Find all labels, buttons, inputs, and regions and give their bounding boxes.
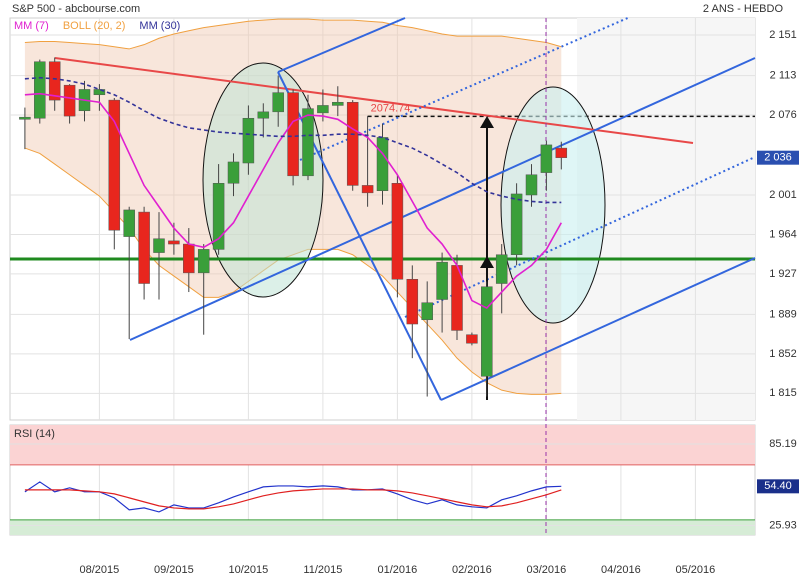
candle-body: [257, 111, 270, 119]
candle-body: [34, 61, 46, 119]
rsi-last-label: 54.40: [764, 480, 792, 492]
candle-body: [48, 61, 61, 101]
candle-body: [391, 183, 404, 280]
rsi-line: [24, 488, 562, 510]
moving-average: [24, 92, 562, 310]
candle-body: [540, 144, 553, 173]
x-tick-label: 10/2015: [229, 564, 269, 576]
candle-body: [227, 161, 240, 184]
legend-entry: MM (30): [139, 20, 180, 32]
candle-body: [123, 209, 135, 237]
candle-body: [466, 334, 478, 344]
candle-body: [168, 240, 180, 245]
rsi-last-box: [757, 479, 799, 494]
candle-body: [376, 137, 389, 191]
x-tick-label: 08/2015: [80, 564, 120, 576]
candle-body: [272, 92, 284, 113]
candle-body: [138, 211, 150, 284]
candle-body: [197, 249, 210, 274]
x-tick-label: 01/2016: [378, 564, 418, 576]
period: 2 ANS - HEBDO: [703, 3, 784, 15]
x-tick-label: 02/2016: [452, 564, 492, 576]
y-tick-label: 1 964: [769, 228, 797, 240]
overbought-zone: [10, 425, 755, 465]
y-tick-label: 25.93: [769, 519, 797, 531]
x-tick-label: 04/2016: [601, 564, 641, 576]
candle-body: [421, 302, 433, 321]
y-tick-label: 1 815: [769, 387, 797, 399]
last-price-label: 2 036: [764, 152, 792, 164]
y-tick-label: 2 001: [769, 189, 797, 201]
candle-body: [436, 261, 448, 300]
y-tick-label: 85.19: [769, 438, 797, 450]
legend-entry: MM (7): [14, 20, 49, 32]
moving-average: [24, 76, 562, 204]
oversold-zone: [10, 519, 755, 535]
bollinger-upper: [24, 18, 562, 50]
candle-body: [361, 185, 374, 194]
candle-body: [212, 183, 225, 250]
candle-body: [481, 286, 493, 377]
candle-body: [495, 254, 508, 284]
candle-body: [555, 147, 568, 158]
arrow-head: [480, 116, 494, 128]
arrow-head: [480, 256, 494, 268]
future-zone: [577, 18, 755, 420]
y-tick-label: 1 927: [769, 268, 797, 280]
candle-body: [510, 193, 523, 255]
rsi-title: RSI (14): [14, 428, 55, 440]
x-tick-label: 05/2016: [676, 564, 716, 576]
legend-entry: BOLL (20, 2): [63, 20, 126, 32]
candle-body: [302, 108, 314, 177]
candle-body: [525, 174, 538, 196]
last-price-box: [757, 150, 799, 165]
candle-body: [317, 105, 329, 114]
trend-line: [440, 257, 756, 401]
candle-body: [346, 101, 359, 186]
annotation-label: 2074.74: [371, 102, 411, 114]
x-tick-label: 09/2015: [154, 564, 194, 576]
trend-line: [277, 17, 406, 73]
candle-body: [153, 238, 165, 253]
resistance-line: [54, 57, 694, 144]
x-tick-label: 03/2016: [527, 564, 567, 576]
candle-body: [183, 243, 195, 274]
candle-body: [63, 84, 76, 117]
trend-line: [404, 156, 756, 318]
candle-body: [19, 116, 31, 120]
rsi-line: [24, 481, 562, 513]
candle-body: [242, 117, 255, 164]
y-tick-label: 2 076: [769, 109, 797, 121]
ellipse: [500, 86, 606, 324]
chart-title: S&P 500 - abcbourse.com: [12, 3, 140, 15]
candle-body: [108, 99, 121, 231]
y-tick-label: 2 151: [769, 29, 797, 41]
y-tick-label: 1 889: [769, 308, 797, 320]
y-tick-label: 1 852: [769, 348, 797, 360]
candle-body: [406, 278, 419, 325]
y-tick-label: 2 113: [770, 69, 797, 81]
candle-body: [287, 92, 299, 177]
candle-body: [332, 101, 344, 106]
trend-line: [129, 57, 756, 341]
x-tick-label: 11/2015: [303, 564, 342, 576]
candle-body: [93, 89, 106, 96]
